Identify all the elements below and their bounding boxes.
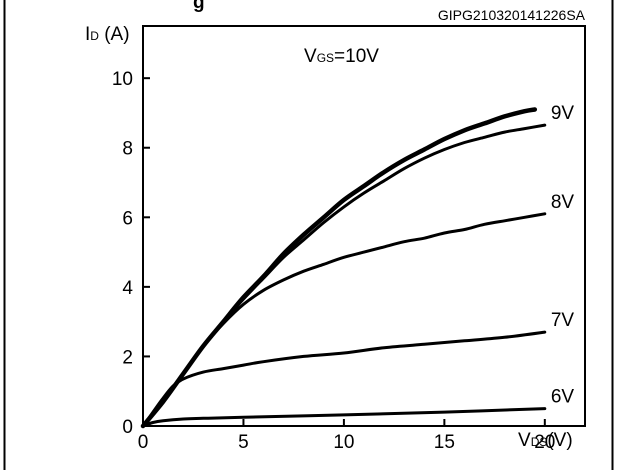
y-tick-label: 0 (122, 417, 133, 438)
header-fragment: g (193, 0, 205, 13)
curve-vgs-6v (141, 407, 547, 428)
y-ticks: 0 2 4 6 8 10 (112, 69, 150, 438)
x-ticks: 0 5 10 15 20 (138, 419, 555, 453)
curve-label-9v: 9V (551, 103, 575, 124)
curve-vgs-10v (140, 107, 538, 429)
curve-vgs-9v (141, 123, 547, 428)
y-tick-label: 6 (122, 208, 133, 229)
y-tick-label: 8 (122, 139, 133, 160)
y-axis-label: ID (A) (85, 24, 130, 45)
curve-vgs-8v (141, 212, 547, 428)
curves (140, 107, 547, 429)
curve-label-7v: 7V (551, 310, 575, 331)
reference-code: GIPG210320141226SA (438, 7, 586, 23)
x-tick-label: 5 (238, 432, 249, 453)
x-tick-label: 0 (138, 432, 149, 453)
curve-vgs-7v (141, 330, 547, 428)
curve-labels: 9V 8V 7V 6V (551, 103, 575, 407)
vgs-annotation: VGS=10V (304, 46, 379, 67)
x-tick-label: 15 (434, 432, 455, 453)
y-tick-label: 10 (112, 69, 133, 90)
y-tick-label: 2 (122, 347, 133, 368)
x-tick-label: 20 (534, 432, 555, 453)
x-axis-label: VDS(V) (518, 430, 573, 451)
curve-label-8v: 8V (551, 192, 575, 213)
y-tick-label: 4 (122, 278, 133, 299)
plot-frame (142, 25, 586, 427)
x-tick-label: 10 (333, 432, 354, 453)
curve-label-6v: 6V (551, 387, 575, 408)
